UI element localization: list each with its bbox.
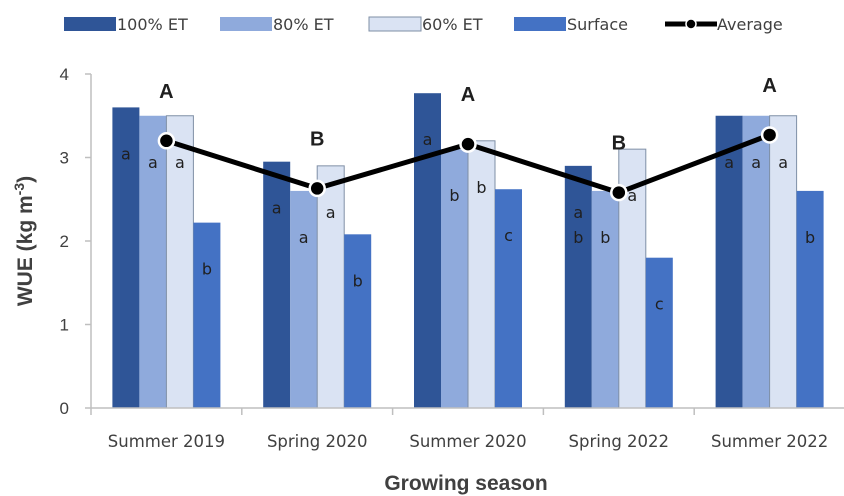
legend-label-average: Average [717, 15, 783, 34]
legend-swatch-surface [514, 17, 566, 31]
bar-letter-60-et-summer-2019: a [175, 153, 185, 172]
bar-letter-surface-summer-2020: c [504, 226, 513, 245]
bar-80-et-summer-2020 [441, 149, 468, 408]
bar-letter-80-et-summer-2020: b [449, 186, 459, 205]
average-letter-spring-2022: B [612, 133, 626, 155]
bar-80-et-summer-2022 [742, 115, 770, 408]
bar-60-et-summer-2022 [769, 115, 798, 409]
x-category-label-spring-2022: Spring 2022 [569, 432, 669, 451]
legend-label-surface: Surface [567, 15, 628, 34]
bar-80-et-summer-2019 [139, 115, 167, 408]
x-category-label-summer-2020: Summer 2020 [409, 432, 526, 451]
x-axis-title: Growing season [384, 472, 547, 495]
y-tick-label: 4 [60, 65, 69, 84]
bar-letter-surface-spring-2020: b [353, 271, 363, 290]
bar-100-et-spring-2022 [564, 165, 592, 408]
y-tick-label: 1 [60, 316, 69, 335]
legend-label-80-et: 80% ET [273, 15, 334, 34]
bar-letter-surface-summer-2019: b [202, 260, 212, 279]
average-letter-summer-2019: A [159, 81, 173, 103]
bar-letter-100-et-summer-2020: a [423, 130, 433, 149]
average-point-summer-2020 [459, 135, 477, 153]
y-axis-title: WUE (kg m-3) [11, 176, 37, 306]
y-tick-label: 2 [60, 232, 69, 251]
bar-letter-80-et-spring-2020: a [299, 228, 309, 247]
y-axis-title-close: ) [14, 176, 37, 183]
bar-letter-surface-summer-2022: b [805, 228, 815, 247]
axes-layer [85, 73, 844, 415]
bar-80-et-spring-2022 [591, 190, 619, 408]
y-tick-label: 3 [60, 149, 69, 168]
bar-100-et-spring-2020 [263, 161, 291, 408]
average-point-summer-2019 [157, 132, 176, 150]
bar-letter-60-et-spring-2022: a [627, 186, 637, 205]
legend-swatch-100-et [64, 17, 116, 31]
average-point-spring-2022 [610, 183, 628, 202]
y-tick-label: 0 [60, 399, 69, 418]
bar-80-et-spring-2020 [290, 190, 318, 408]
legend-swatch-80-et [220, 17, 272, 31]
average-letter-summer-2020: A [461, 84, 475, 106]
bar-surface-summer-2022 [796, 190, 824, 408]
x-category-label-summer-2022: Summer 2022 [711, 432, 828, 451]
bar-letter-80-et-summer-2022: a [751, 153, 761, 172]
bar-100-et-summer-2019 [112, 107, 140, 409]
average-point-summer-2022 [760, 126, 779, 144]
legend-swatch-60-et [368, 16, 422, 32]
bar-letter-100-et-spring-2022: a [573, 203, 583, 222]
y-axis-title-exponent: -3 [11, 183, 27, 196]
bar-surface-spring-2022 [645, 257, 673, 408]
bar-100-et-summer-2022 [715, 115, 743, 408]
bar-letter-100-et-summer-2019: a [121, 144, 131, 163]
bar-letter-60-et-summer-2022: a [778, 153, 788, 172]
legend-label-60-et: 60% ET [422, 15, 483, 34]
average-point-spring-2020 [308, 179, 326, 198]
bar-surface-spring-2020 [344, 234, 372, 408]
average-letter-summer-2022: A [762, 75, 776, 97]
bar-letter-80-et-summer-2019: a [148, 153, 158, 172]
x-category-label-spring-2020: Spring 2020 [267, 432, 367, 451]
legend: 100% ET 80% ET 60% ET Surface Average [64, 15, 783, 34]
bar-surface-summer-2020 [495, 189, 522, 408]
y-axis-title-main: WUE (kg m [14, 195, 37, 306]
y-tick-labels: 0 1 2 3 4 [60, 65, 69, 418]
x-category-labels: Summer 2019 Spring 2020 Summer 2020 Spring … [108, 432, 828, 451]
bar-100-et-summer-2020 [414, 93, 441, 408]
legend-label-100-et: 100% ET [117, 15, 188, 34]
bar-letter-extra-100-et-spring-2022: b [573, 228, 583, 247]
bar-surface-summer-2019 [193, 222, 221, 408]
legend-marker-average [685, 18, 697, 30]
bar-60-et-summer-2020 [467, 140, 496, 409]
bar-letter-100-et-summer-2022: a [724, 153, 734, 172]
bar-letter-surface-spring-2022: c [655, 295, 664, 314]
bar-letter-80-et-spring-2022: b [600, 228, 610, 247]
bar-60-et-summer-2019 [165, 115, 194, 409]
bars-layer [112, 93, 824, 409]
bar-letter-100-et-spring-2020: a [272, 199, 282, 218]
bar-letter-60-et-summer-2020: b [476, 178, 486, 197]
average-letter-spring-2020: B [310, 128, 324, 150]
x-category-label-summer-2019: Summer 2019 [108, 432, 225, 451]
average-line-layer: A B A B A [157, 75, 779, 202]
bar-letter-60-et-spring-2020: a [326, 203, 336, 222]
